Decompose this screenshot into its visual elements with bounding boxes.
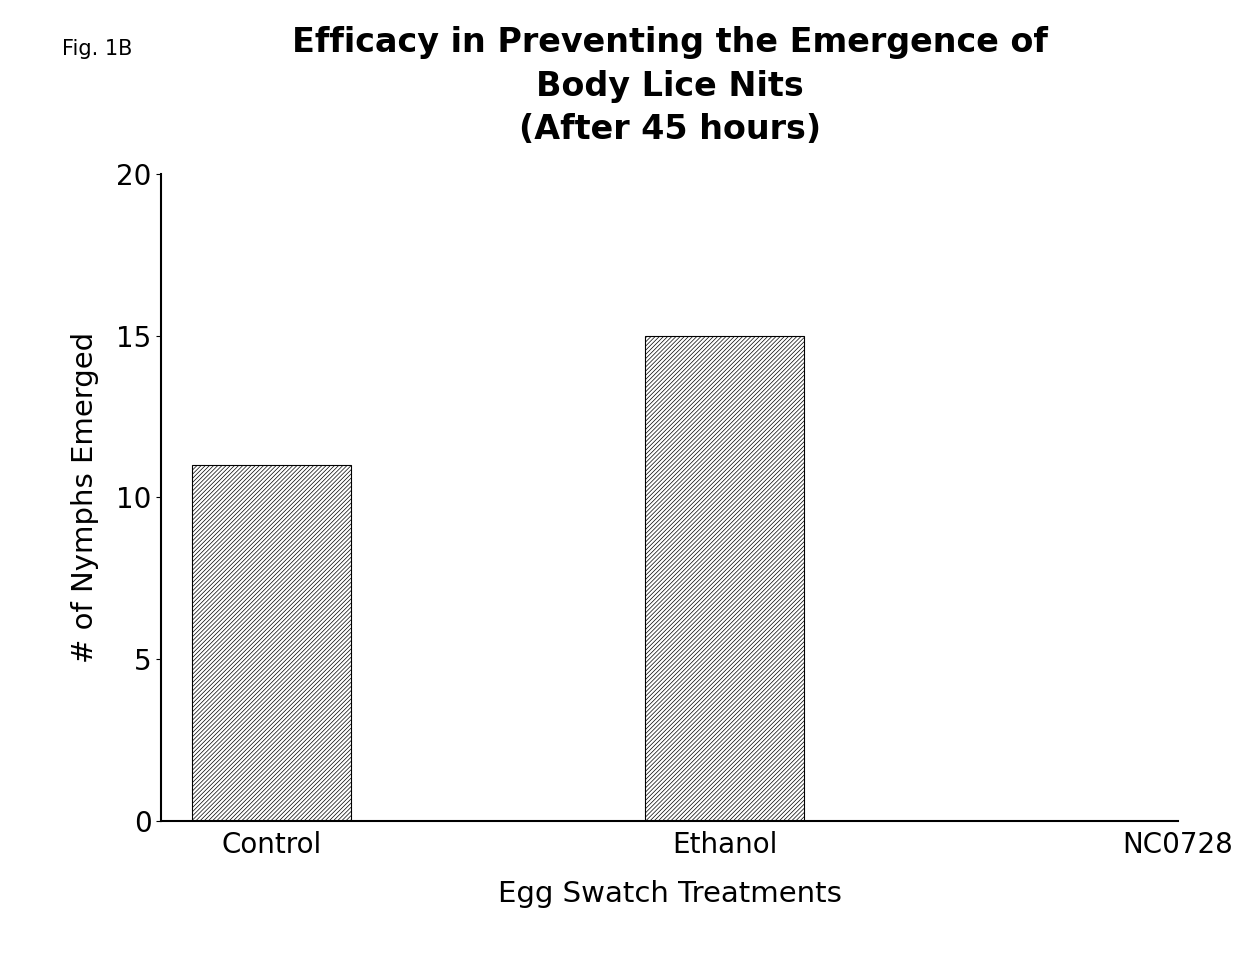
X-axis label: Egg Swatch Treatments: Egg Swatch Treatments bbox=[497, 880, 842, 908]
Bar bbox=[645, 335, 804, 821]
Title: Efficacy in Preventing the Emergence of
Body Lice Nits
(After 45 hours): Efficacy in Preventing the Emergence of … bbox=[291, 26, 1048, 146]
Bar bbox=[192, 465, 351, 821]
Text: Fig. 1B: Fig. 1B bbox=[62, 39, 133, 59]
Y-axis label: # of Nymphs Emerged: # of Nymphs Emerged bbox=[72, 332, 99, 663]
